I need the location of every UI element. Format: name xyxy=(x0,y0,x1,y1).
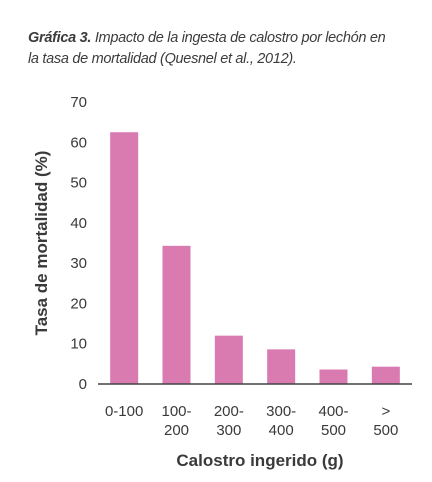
x-tick-label: 100-200 xyxy=(161,403,191,439)
x-tick-label: 200-300 xyxy=(214,403,244,439)
y-tick-label: 70 xyxy=(70,94,87,111)
x-tick-label: >500 xyxy=(373,403,398,439)
caption-line1: Impacto de la ingesta de calostro por le… xyxy=(91,30,386,46)
bar xyxy=(110,132,139,384)
caption-lead: Gráfica 3. xyxy=(28,30,92,46)
y-tick-label: 50 xyxy=(70,175,87,192)
y-axis-ticks: 0 10 20 30 40 50 60 70 xyxy=(70,94,87,393)
y-tick-label: 0 xyxy=(79,376,87,393)
caption-line2: la tasa de mortalidad (Quesnel et al., 2… xyxy=(28,51,297,67)
x-tick-label: 400-500 xyxy=(318,403,348,439)
x-axis-ticks: 0-100 100-200 200-300 300-400 400-500 > 500 xyxy=(105,403,398,439)
bar xyxy=(214,335,243,384)
y-tick-label: 30 xyxy=(70,255,87,272)
y-axis-label: Tasa de mortalidad (%) xyxy=(32,151,51,336)
bars xyxy=(110,132,400,384)
x-axis-label: Calostro ingerido (g) xyxy=(176,451,343,470)
bar xyxy=(319,369,348,384)
y-tick-label: 20 xyxy=(70,295,87,312)
x-tick-label: 300-400 xyxy=(266,403,296,439)
chart-caption: Gráfica 3. Impacto de la ingesta de calo… xyxy=(28,28,418,70)
bar xyxy=(371,366,400,384)
y-tick-label: 60 xyxy=(70,134,87,151)
bar xyxy=(267,349,296,384)
y-tick-label: 40 xyxy=(70,215,87,232)
bar xyxy=(162,245,191,384)
y-tick-label: 10 xyxy=(70,336,87,353)
x-tick-label: 0-100 xyxy=(105,403,143,420)
